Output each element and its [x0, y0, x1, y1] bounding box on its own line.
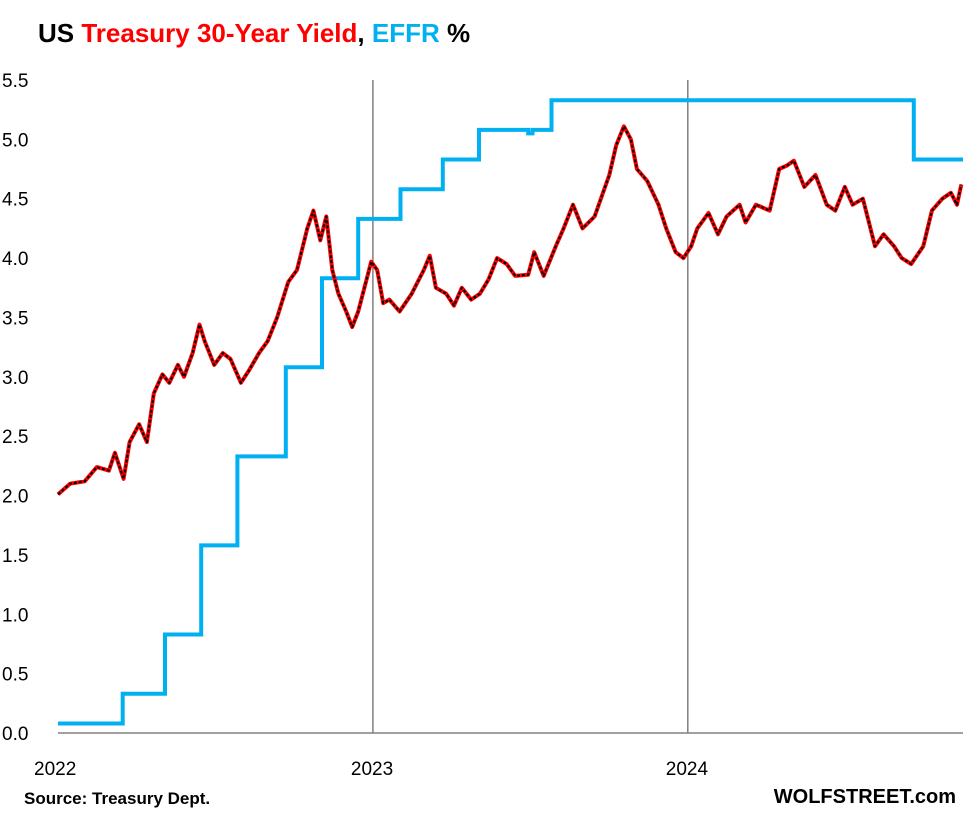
title-part-comma: , [357, 18, 372, 48]
x-tick-label: 2023 [351, 759, 393, 780]
y-tick-label: 0.5 [2, 665, 28, 686]
title-part-effr: EFFR [371, 18, 440, 48]
brand-label: WOLFSTREET.com [773, 786, 956, 808]
y-tick-label: 5.5 [2, 71, 28, 92]
y-tick-label: 3.5 [2, 308, 28, 329]
y-tick-label: 4.5 [2, 190, 28, 211]
year-gridlines [372, 80, 689, 733]
series-line-effr [58, 98, 963, 726]
y-tick-label: 1.0 [2, 605, 28, 626]
y-tick-label: 0.0 [2, 724, 28, 745]
x-tick-label: 2024 [666, 759, 709, 780]
title-part-percent: % [439, 18, 471, 48]
source-note: Source: Treasury Dept. [24, 789, 211, 808]
y-tick-label: 3.0 [2, 368, 28, 389]
series-layer [56, 98, 964, 726]
title-part-us: US [38, 18, 82, 48]
y-tick-label: 1.5 [2, 546, 28, 567]
y-axis-labels: 0.0 0.5 1.0 1.5 2.0 2.5 3.0 3.5 4.0 4.5 5.0 5.5 [2, 71, 28, 745]
x-axis-labels: 2022 2023 2024 [34, 759, 708, 780]
y-tick-label: 5.0 [2, 130, 28, 151]
series-line-treasury-30y-overlay [57, 125, 963, 496]
y-tick-label: 2.5 [2, 427, 28, 448]
title-part-treasury: Treasury 30-Year Yield [81, 18, 358, 48]
series-line-treasury-30y [56, 124, 964, 496]
y-tick-label: 2.0 [2, 487, 28, 508]
y-tick-label: 4.0 [2, 249, 28, 270]
x-tick-label: 2022 [34, 759, 76, 780]
chart-title: US Treasury 30-Year Yield, EFFR % [38, 18, 470, 49]
